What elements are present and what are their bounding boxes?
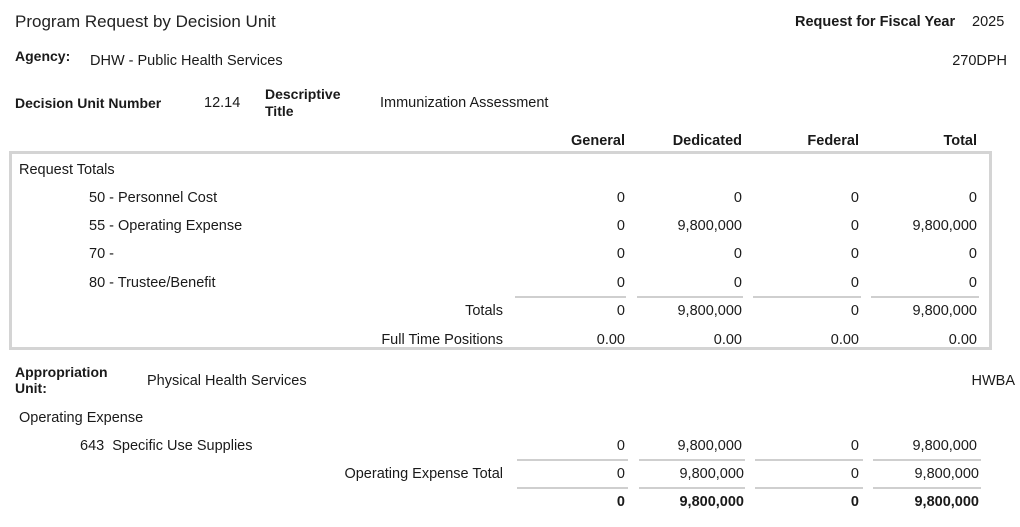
agency-value: DHW - Public Health Services xyxy=(90,53,283,69)
totals-rule xyxy=(753,296,861,298)
grand-total-rule xyxy=(639,487,745,489)
descriptive-title: Immunization Assessment xyxy=(380,95,549,111)
cell: 9,800,000 xyxy=(914,466,979,482)
request-totals-label: Request Totals xyxy=(19,162,115,178)
oe-total-rule xyxy=(517,459,628,461)
totals-rule xyxy=(515,296,626,298)
cell: 9,800,000 xyxy=(677,218,742,234)
cell: 0.00 xyxy=(948,332,977,348)
oe-total-rule xyxy=(639,459,745,461)
request-totals-box xyxy=(9,151,992,350)
cell: 9,800,000 xyxy=(912,438,977,454)
fiscal-year-value: 2025 xyxy=(972,14,1005,30)
cell: 0 xyxy=(616,246,625,262)
decision-unit-number-label: Decision Unit Number xyxy=(15,95,162,111)
page-title: Program Request by Decision Unit xyxy=(15,12,276,31)
cell: 0 xyxy=(733,275,742,291)
grand-total-rule xyxy=(755,487,863,489)
agency-label: Agency: xyxy=(15,48,71,64)
row-label-operating: 55 - Operating Expense xyxy=(89,218,243,234)
oe-total-rule xyxy=(873,459,981,461)
cell: 9,800,000 xyxy=(679,466,744,482)
decision-unit-number: 12.14 xyxy=(204,95,241,111)
row-label-70: 70 - xyxy=(89,246,114,262)
col-header-federal: Federal xyxy=(807,133,859,149)
grand-total-rule xyxy=(873,487,981,489)
cell: 0 xyxy=(850,466,859,482)
col-header-dedicated: Dedicated xyxy=(672,133,742,149)
grand-total-cell: 0 xyxy=(850,494,859,510)
cell: 9,800,000 xyxy=(677,303,742,319)
totals-rule xyxy=(637,296,743,298)
cell: 0 xyxy=(616,438,625,454)
grand-total-cell: 0 xyxy=(616,494,625,510)
cell: 0 xyxy=(968,190,977,206)
operating-expense-label: Operating Expense xyxy=(19,410,144,426)
totals-label: Totals xyxy=(465,303,503,319)
grand-total-cell: 9,800,000 xyxy=(679,494,744,510)
cell: 0 xyxy=(733,190,742,206)
col-header-general: General xyxy=(571,133,625,149)
grand-total-rule xyxy=(517,487,628,489)
cell: 0 xyxy=(968,246,977,262)
cell: 0 xyxy=(850,303,859,319)
cell: 0 xyxy=(850,438,859,454)
cell: 0 xyxy=(850,275,859,291)
cell: 0.00 xyxy=(713,332,742,348)
cell: 9,800,000 xyxy=(912,218,977,234)
cell: 0 xyxy=(616,466,625,482)
row-label-trustee: 80 - Trustee/Benefit xyxy=(89,275,216,291)
cell: 0 xyxy=(968,275,977,291)
row-label-personnel: 50 - Personnel Cost xyxy=(89,190,218,206)
cell: 0 xyxy=(733,246,742,262)
totals-rule xyxy=(871,296,979,298)
descriptive-title-label: Descriptive Title xyxy=(265,86,341,119)
agency-code: 270DPH xyxy=(952,53,1007,69)
cell: 0 xyxy=(850,246,859,262)
appropriation-unit-value: Physical Health Services xyxy=(147,373,307,389)
oe-total-label: Operating Expense Total xyxy=(344,466,503,482)
cell: 9,800,000 xyxy=(912,303,977,319)
cell: 9,800,000 xyxy=(677,438,742,454)
cell: 0 xyxy=(616,303,625,319)
cell: 0 xyxy=(616,218,625,234)
cell: 0.00 xyxy=(596,332,625,348)
fiscal-year-label: Request for Fiscal Year xyxy=(795,14,956,30)
col-header-total: Total xyxy=(943,133,977,149)
cell: 0 xyxy=(616,275,625,291)
appropriation-unit-label: Appropriation Unit: xyxy=(15,364,108,396)
appropriation-unit-code: HWBA xyxy=(971,373,1016,389)
cell: 0 xyxy=(850,190,859,206)
cell: 0.00 xyxy=(830,332,859,348)
oe-total-rule xyxy=(755,459,863,461)
ftp-label: Full Time Positions xyxy=(381,332,503,348)
cell: 0 xyxy=(850,218,859,234)
cell: 0 xyxy=(616,190,625,206)
row-label-specific-use: 643 Specific Use Supplies xyxy=(80,438,253,454)
grand-total-cell: 9,800,000 xyxy=(914,494,979,510)
